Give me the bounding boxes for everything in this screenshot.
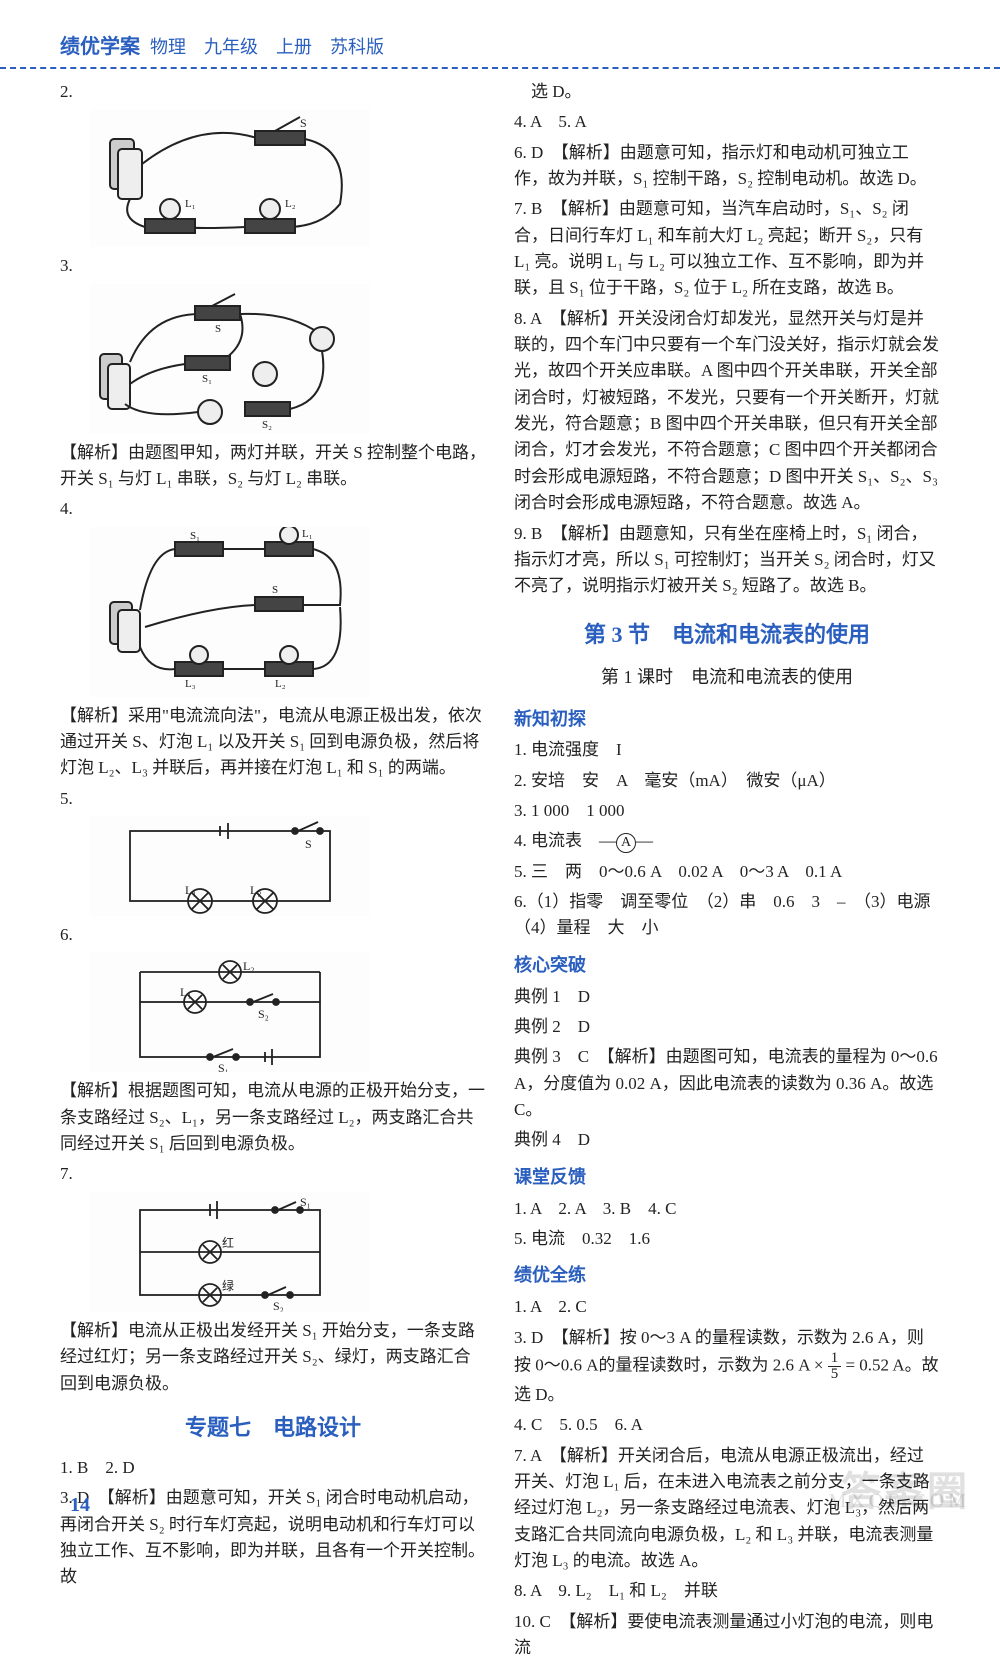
- q2-label: 2.: [60, 79, 486, 105]
- t7-q3: 3. D 【解析】由题意可知，开关 S₁ 闭合时电动机启动，再闭合开关 S₂ 时…: [60, 1485, 486, 1590]
- section3-title: 第 3 节 电流和电流表的使用: [514, 618, 940, 652]
- xz-4-post: —: [636, 831, 653, 850]
- q7-analysis: 【解析】电流从正极出发经开关 S₁ 开始分支，一条支路经过红灯；另一条支路经过开…: [60, 1318, 486, 1397]
- svg-text:L₂: L₂: [275, 678, 286, 690]
- t7-q4-5: 4. A 5. A: [514, 109, 940, 135]
- topic7-title: 专题七 电路设计: [60, 1411, 486, 1445]
- svg-text:L₁: L₁: [185, 883, 197, 897]
- t7-q7: 7. B 【解析】由题意可知，当汽车启动时，S₁、S₂ 闭合，日间行车灯 L₁ …: [514, 196, 940, 301]
- jy-3: 3. D 【解析】按 0～3 A 的量程读数，示数为 2.6 A，则按 0～0.…: [514, 1325, 940, 1409]
- page-header: 绩优学案 物理 九年级 上册 苏科版: [0, 0, 1000, 69]
- t7-q3-cont: 选 D。: [514, 79, 940, 105]
- svg-text:S₂: S₂: [258, 1007, 269, 1021]
- svg-text:L₂: L₂: [285, 198, 296, 210]
- watermark-url: MXQE.COM: [829, 1490, 970, 1513]
- jy-8: 8. A 9. L₂ L₁ 和 L₂ 并联: [514, 1578, 940, 1604]
- svg-text:S: S: [215, 323, 221, 335]
- svg-text:S: S: [272, 584, 278, 596]
- q7-diagram: S₁ 红 绿 S₂: [90, 1192, 370, 1312]
- svg-text:L₂: L₂: [243, 959, 255, 973]
- q3-label: 3.: [60, 253, 486, 279]
- q4-analysis: 【解析】采用"电流流向法"，电流从电源正极出发，依次通过开关 S、灯泡 L₁ 以…: [60, 703, 486, 782]
- t7-q9: 9. B 【解析】由题意知，只有坐在座椅上时，S₁ 闭合，指示灯才亮，所以 S₁…: [514, 521, 940, 600]
- hx-3: 典例 3 C 【解析】由题图可知，电流表的量程为 0～0.6 A，分度值为 0.…: [514, 1044, 940, 1123]
- svg-text:L₁: L₁: [185, 198, 196, 210]
- q6-analysis: 【解析】根据题图可知，电流从电源的正极开始分支，一条支路经过 S₂、L₁，另一条…: [60, 1078, 486, 1157]
- lesson1-title: 第 1 课时 电流和电流表的使用: [514, 664, 940, 692]
- ketang-head: 课堂反馈: [514, 1164, 940, 1192]
- svg-text:L₃: L₃: [185, 678, 196, 690]
- jy-1: 1. A 2. C: [514, 1294, 940, 1320]
- frac-num: 1: [828, 1351, 842, 1367]
- q5-label: 5.: [60, 786, 486, 812]
- q3-diagram: S S₁ S₂: [90, 284, 370, 434]
- hexin-head: 核心突破: [514, 952, 940, 980]
- xz-4: 4. 电流表 —A—: [514, 828, 940, 854]
- header-meta: 物理 九年级 上册 苏科版: [150, 33, 384, 59]
- svg-text:S₁: S₁: [300, 1195, 311, 1209]
- svg-text:S₁: S₁: [202, 373, 212, 385]
- hx-2: 典例 2 D: [514, 1014, 940, 1040]
- q4-diagram: S₁ L₁ S L₃ L₂: [90, 527, 370, 697]
- svg-text:S: S: [300, 116, 307, 130]
- xz-6: 6.（1）指零 调至零位 （2）串 0.6 3 – （3）电源 （4）量程 大 …: [514, 889, 940, 942]
- content-columns: 2. S L₂ L₁: [0, 69, 1000, 1665]
- q3-analysis: 【解析】由题图甲知，两灯并联，开关 S 控制整个电路，开关 S₁ 与灯 L₁ 串…: [60, 440, 486, 493]
- frac-den: 5: [828, 1367, 842, 1382]
- fraction-icon: 15: [828, 1351, 842, 1382]
- xz-4-pre: 4. 电流表 —: [514, 831, 616, 850]
- kt-5: 5. 电流 0.32 1.6: [514, 1226, 940, 1252]
- svg-text:绿: 绿: [222, 1278, 234, 1293]
- ammeter-icon: A: [616, 833, 636, 853]
- q5-diagram: S L₁ L₂: [90, 816, 370, 916]
- xz-3: 3. 1 000 1 000: [514, 798, 940, 824]
- q7-label: 7.: [60, 1161, 486, 1187]
- svg-text:L₂: L₂: [250, 883, 262, 897]
- xz-5: 5. 三 两 0～0.6 A 0.02 A 0～3 A 0.1 A: [514, 859, 940, 885]
- kt-1: 1. A 2. A 3. B 4. C: [514, 1196, 940, 1222]
- q4-label: 4.: [60, 496, 486, 522]
- t7-q1-2: 1. B 2. D: [60, 1455, 486, 1481]
- xinzhi-head: 新知初探: [514, 706, 940, 734]
- jy-4: 4. C 5. 0.5 6. A: [514, 1412, 940, 1438]
- right-column: 选 D。 4. A 5. A 6. D 【解析】由题意可知，指示灯和电动机可独立…: [514, 79, 940, 1665]
- t7-q6: 6. D 【解析】由题意可知，指示灯和电动机可独立工作，故为并联，S₁ 控制干路…: [514, 140, 940, 193]
- jiyou-head: 绩优全练: [514, 1262, 940, 1290]
- q6-diagram: L₂ L₁ S₂ S₁: [90, 952, 370, 1072]
- svg-text:S₁: S₁: [190, 530, 200, 542]
- q6-label: 6.: [60, 922, 486, 948]
- page-number: 14: [70, 1494, 90, 1517]
- jy-10: 10. C 【解析】要使电流表测量通过小灯泡的电流，则电流: [514, 1609, 940, 1662]
- t7-q8: 8. A 【解析】开关没闭合灯却发光，显然开关与灯是并联的，四个车门中只要有一个…: [514, 306, 940, 517]
- xz-1: 1. 电流强度 I: [514, 737, 940, 763]
- hx-1: 典例 1 D: [514, 984, 940, 1010]
- svg-text:S: S: [305, 837, 312, 851]
- q2-diagram: S L₂ L₁: [90, 109, 370, 247]
- brand-title: 绩优学案: [60, 30, 140, 59]
- left-column: 2. S L₂ L₁: [60, 79, 486, 1665]
- svg-text:S₂: S₂: [273, 1299, 284, 1312]
- svg-text:S₂: S₂: [262, 419, 272, 431]
- xz-2: 2. 安培 安 A 毫安（mA） 微安（μA）: [514, 768, 940, 794]
- hx-4: 典例 4 D: [514, 1127, 940, 1153]
- svg-text:红: 红: [222, 1235, 234, 1250]
- svg-text:S₁: S₁: [218, 1061, 229, 1072]
- svg-text:L₁: L₁: [302, 528, 313, 540]
- svg-text:L₁: L₁: [180, 985, 192, 999]
